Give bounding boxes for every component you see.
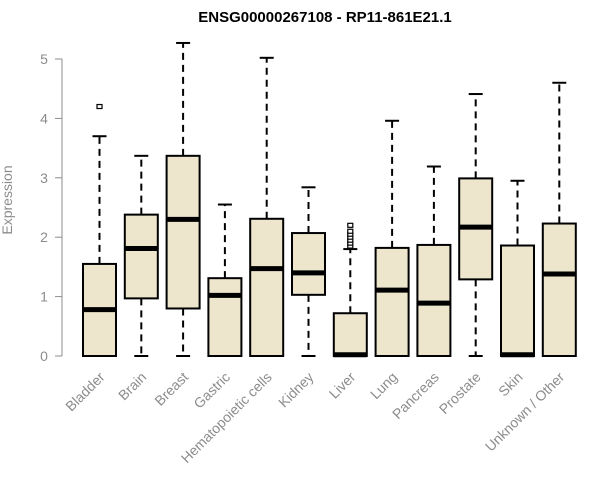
y-tick-label: 2 (40, 229, 48, 245)
y-axis-label: Expression (0, 165, 15, 234)
y-axis: 0 1 2 3 4 5 (40, 51, 63, 364)
box-group (332, 222, 368, 358)
box-group (374, 119, 410, 357)
x-tick-label: Bladder (62, 369, 108, 415)
box-group (82, 103, 117, 357)
box-group (123, 154, 159, 357)
chart-title: ENSG00000267108 - RP11-861E21.1 (198, 9, 452, 26)
y-tick-label: 3 (40, 170, 48, 186)
x-tick-label: Liver (326, 369, 359, 402)
x-tick-label: Kidney (275, 369, 317, 411)
x-tick-label: Prostate (436, 369, 484, 417)
iqr-box (207, 277, 243, 358)
iqr-box (500, 244, 535, 358)
x-tick-label: Brain (115, 369, 149, 403)
box-group (458, 93, 494, 357)
box-group (500, 179, 535, 358)
x-tick-label: Lung (367, 369, 400, 402)
box-group (249, 56, 285, 357)
y-tick-label: 0 (40, 348, 48, 364)
box-series (82, 41, 577, 358)
iqr-box (541, 222, 577, 357)
iqr-box (123, 213, 159, 300)
iqr-box (332, 312, 368, 357)
y-tick-label: 5 (40, 51, 48, 67)
iqr-box (291, 232, 326, 296)
iqr-box (416, 243, 452, 357)
box-group (207, 203, 243, 358)
iqr-box (249, 217, 285, 357)
box-group (416, 165, 452, 357)
outlier-point (347, 228, 354, 234)
y-tick-label: 1 (40, 289, 48, 305)
box-group (291, 186, 326, 357)
box-group (541, 81, 577, 357)
x-tick-label: Breast (151, 369, 191, 409)
iqr-box (374, 246, 410, 357)
x-tick-label: Skin (495, 369, 526, 400)
y-tick-label: 4 (40, 110, 48, 126)
outlier-point (96, 103, 103, 110)
iqr-box (165, 154, 201, 310)
x-tick-label: Unknown / Other (482, 369, 568, 455)
outlier-point (347, 222, 354, 228)
box-group (165, 41, 201, 357)
